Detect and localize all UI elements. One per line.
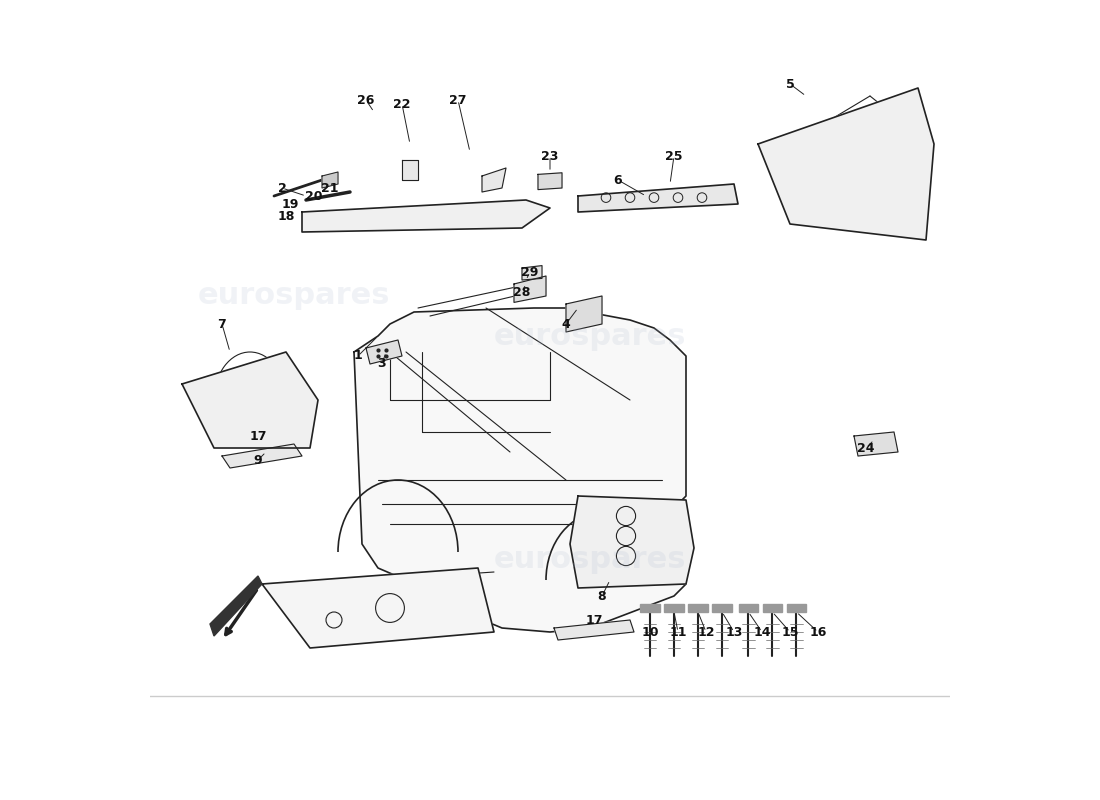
Text: 29: 29 [521,266,539,278]
Text: eurospares: eurospares [494,322,686,350]
Polygon shape [762,604,782,612]
Text: 19: 19 [282,198,299,210]
Text: 4: 4 [562,318,571,330]
Polygon shape [354,308,686,632]
Text: 27: 27 [449,94,466,106]
Polygon shape [566,296,602,332]
Text: 20: 20 [306,190,322,202]
Polygon shape [578,184,738,212]
Text: 3: 3 [377,358,386,370]
Polygon shape [514,276,546,302]
Polygon shape [210,576,262,636]
Text: 25: 25 [666,150,683,162]
Text: 5: 5 [785,78,794,90]
Text: eurospares: eurospares [198,282,390,310]
Text: eurospares: eurospares [494,546,686,574]
Polygon shape [182,352,318,448]
Text: 14: 14 [754,626,771,638]
Polygon shape [758,88,934,240]
Text: 9: 9 [254,454,262,466]
Polygon shape [366,340,402,364]
Text: 6: 6 [614,174,623,186]
Text: 26: 26 [358,94,375,106]
Polygon shape [522,266,542,280]
Polygon shape [640,604,660,612]
Text: 28: 28 [514,286,530,298]
Text: 7: 7 [218,318,227,330]
Text: 2: 2 [277,182,286,194]
Polygon shape [554,620,634,640]
Text: 12: 12 [697,626,715,638]
Text: 15: 15 [781,626,799,638]
Text: 11: 11 [669,626,686,638]
Polygon shape [854,432,898,456]
Text: 18: 18 [277,210,295,222]
Text: 21: 21 [321,182,339,194]
Text: 1: 1 [353,350,362,362]
Polygon shape [786,604,806,612]
Text: 17: 17 [585,614,603,626]
Text: 10: 10 [641,626,659,638]
Polygon shape [482,168,506,192]
Polygon shape [713,604,732,612]
Text: 24: 24 [857,442,874,454]
Text: 16: 16 [810,626,827,638]
Polygon shape [322,172,338,188]
Text: 23: 23 [541,150,559,162]
Polygon shape [302,200,550,232]
Polygon shape [402,160,418,180]
Polygon shape [570,496,694,588]
Text: 22: 22 [394,98,410,110]
Text: 8: 8 [597,590,606,602]
Polygon shape [262,568,494,648]
Text: 13: 13 [725,626,742,638]
Polygon shape [739,604,758,612]
Polygon shape [664,604,683,612]
Text: 17: 17 [250,430,266,442]
Polygon shape [222,444,302,468]
Polygon shape [538,173,562,190]
Polygon shape [689,604,707,612]
